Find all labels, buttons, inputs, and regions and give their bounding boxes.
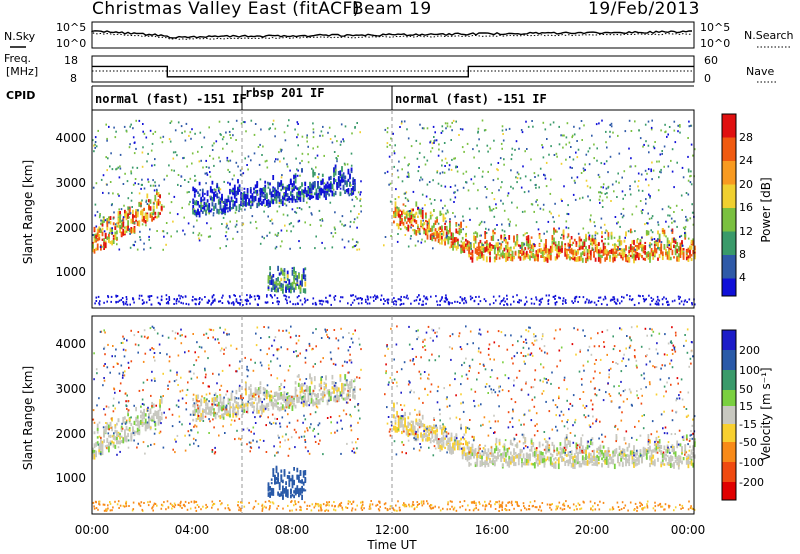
xtick-0800: 08:00 (275, 523, 310, 537)
freq-tick-bottom: 8 (70, 72, 77, 85)
nsearch-label: N.Search (744, 29, 794, 42)
cpid-mode-1: normal (fast) -151 IF (95, 92, 247, 106)
power-cb-tick-16: 16 (739, 201, 753, 214)
vel-cb-tick-neg15: -15 (739, 418, 757, 431)
power-cb-tick-20: 20 (739, 178, 753, 191)
velocity-ytick-4000: 4000 (55, 337, 86, 351)
cpid-mode-2: rbsp 201 IF (245, 86, 324, 100)
power-ytick-2000: 2000 (55, 221, 86, 235)
velocity-ylabel: Slant Range [km] (21, 366, 35, 470)
freq-label-line1: Freq. (4, 52, 31, 65)
power-cb-tick-4: 4 (739, 271, 746, 284)
velocity-ytick-1000: 1000 (55, 471, 86, 485)
xtick-2000: 20:00 (575, 523, 610, 537)
beam-title: Beam 19 (352, 0, 432, 19)
vel-cb-tick-neg200: -200 (739, 476, 764, 489)
power-cb-label: Power [dB] (759, 177, 773, 242)
xtick-1200: 12:00 (375, 523, 410, 537)
vel-cb-label: Velocity [m s⁻¹] (759, 367, 773, 460)
power-ylabel: Slant Range [km] (21, 160, 35, 264)
velocity-heatmap (92, 325, 696, 512)
frequency-trace (92, 65, 694, 78)
velocity-ytick-2000: 2000 (55, 427, 86, 441)
vel-cb-tick-100: 100 (739, 364, 760, 377)
power-heatmap (92, 119, 696, 306)
freq-label-line2: [MHz] (6, 65, 38, 78)
xtick-1600: 16:00 (475, 523, 510, 537)
velocity-colorbar (721, 329, 737, 501)
cpid-label: CPID (6, 89, 35, 102)
nave-tick-bottom: 0 (704, 72, 711, 85)
station-title: Christmas Valley East (fitACF) (92, 0, 360, 19)
nsearch-tick-top: 10^5 (700, 21, 730, 34)
velocity-panel-frame (91, 315, 695, 515)
nsky-tick-bottom: 10^0 (56, 37, 86, 50)
vel-cb-tick-200: 200 (739, 344, 760, 357)
xaxis-label: Time UT (366, 538, 417, 552)
vel-cb-tick-neg100: -100 (739, 456, 764, 469)
nave-tick-top: 60 (704, 54, 718, 67)
freq-panel-frame (91, 55, 695, 83)
power-ytick-1000: 1000 (55, 265, 86, 279)
nave-label: Nave (746, 65, 774, 78)
cpid-mode-3: normal (fast) -151 IF (395, 92, 547, 106)
power-panel-frame (91, 109, 695, 309)
nsearch-tick-bottom: 10^0 (700, 37, 730, 50)
power-cb-tick-12: 12 (739, 225, 753, 238)
date-title: 19/Feb/2013 (588, 0, 700, 19)
power-cb-tick-8: 8 (739, 248, 746, 261)
xtick-0400: 04:00 (175, 523, 210, 537)
power-cb-tick-28: 28 (739, 131, 753, 144)
xtick-0000: 00:00 (75, 523, 110, 537)
nsky-tick-top: 10^5 (56, 21, 86, 34)
nsky-trace (91, 30, 692, 39)
power-colorbar (721, 113, 737, 297)
velocity-ytick-3000: 3000 (55, 382, 86, 396)
power-ytick-3000: 3000 (55, 176, 86, 190)
nsearch-trace (91, 31, 692, 40)
vel-cb-tick-50: 50 (739, 383, 753, 396)
xtick-2400: 00:00 (671, 523, 706, 537)
vel-cb-tick-15: 15 (739, 400, 753, 413)
nsky-label: N.Sky (4, 30, 36, 43)
vel-cb-tick-neg50: -50 (739, 436, 757, 449)
power-cb-tick-24: 24 (739, 154, 753, 167)
freq-tick-top: 18 (64, 54, 78, 67)
power-ytick-4000: 4000 (55, 131, 86, 145)
